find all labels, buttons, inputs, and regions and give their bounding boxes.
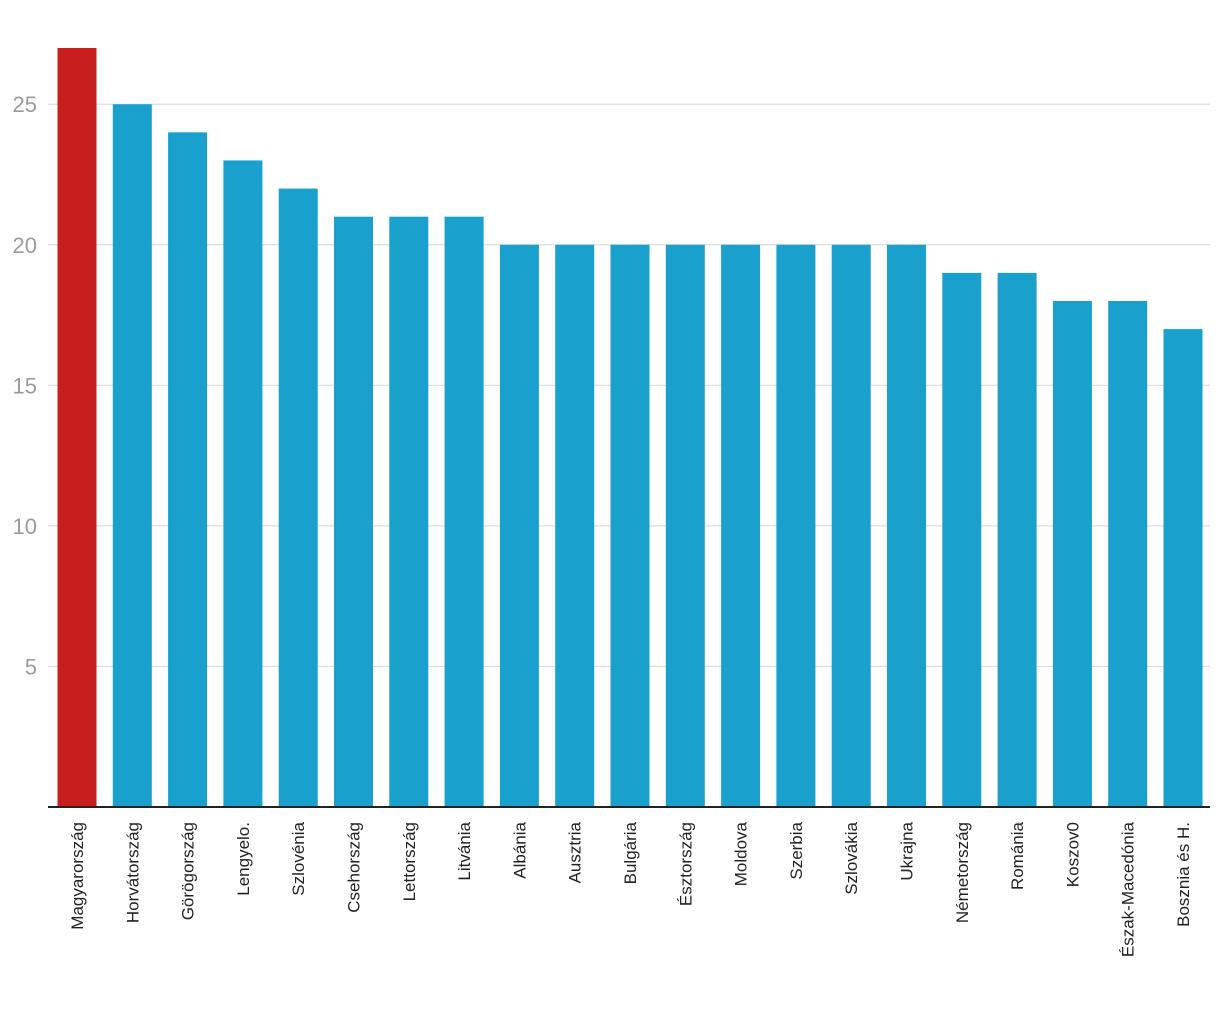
x-tick-label: Észak-Macedónia bbox=[1119, 821, 1138, 957]
x-tick-label: Németország bbox=[953, 822, 972, 923]
bar-4 bbox=[223, 160, 263, 807]
x-tick-label: Bosznia és H. bbox=[1174, 822, 1193, 927]
x-tick-label: Horvátország bbox=[123, 822, 142, 923]
x-tick-label: Észtország bbox=[676, 822, 695, 906]
bar-20 bbox=[1108, 301, 1148, 807]
bar-11 bbox=[610, 244, 650, 807]
y-tick-label: 15 bbox=[13, 373, 37, 398]
y-tick-label: 20 bbox=[13, 233, 37, 258]
bar-18 bbox=[997, 272, 1037, 807]
y-tick-label: 10 bbox=[13, 514, 37, 539]
x-axis-tick-labels: Magyarország Horvátország Görögország Lengy… bbox=[68, 821, 1193, 957]
bar-13 bbox=[721, 244, 761, 807]
bar-14 bbox=[776, 244, 816, 807]
bar-19 bbox=[1052, 301, 1092, 807]
x-tick-label: Szlovénia bbox=[289, 821, 308, 895]
bar-12 bbox=[665, 244, 705, 807]
bar-7 bbox=[389, 216, 429, 808]
x-tick-label: Lengyelo. bbox=[234, 822, 253, 896]
bar-17 bbox=[942, 272, 982, 807]
bar-10 bbox=[555, 244, 595, 807]
x-tick-label: Koszov0 bbox=[1063, 822, 1082, 887]
x-tick-label: Románia bbox=[1008, 821, 1027, 890]
bar-2 bbox=[112, 104, 152, 808]
x-tick-label: Albánia bbox=[510, 821, 529, 878]
y-axis-tick-labels: 5 10 15 20 25 bbox=[13, 92, 37, 679]
bar-21 bbox=[1163, 329, 1203, 807]
y-tick-label: 25 bbox=[13, 92, 37, 117]
x-tick-label: Lettország bbox=[400, 822, 419, 901]
y-tick-label: 5 bbox=[25, 654, 37, 679]
bar-6 bbox=[334, 216, 373, 808]
x-tick-label: Bulgária bbox=[621, 821, 640, 884]
bars bbox=[57, 48, 1203, 808]
bar-15 bbox=[831, 244, 871, 807]
x-tick-label: Szlovákia bbox=[842, 821, 861, 894]
bar-5 bbox=[278, 188, 318, 807]
bar-3 bbox=[168, 132, 208, 807]
x-tick-label: Magyarország bbox=[68, 822, 87, 930]
x-tick-label: Görögország bbox=[179, 822, 198, 920]
x-tick-label: Litvánia bbox=[455, 821, 474, 880]
bar-9 bbox=[499, 244, 539, 807]
x-tick-label: Szerbia bbox=[787, 821, 806, 879]
x-tick-label: Ausztria bbox=[566, 821, 585, 883]
x-tick-label: Csehország bbox=[345, 822, 364, 913]
bar-8 bbox=[444, 216, 484, 808]
bar-16 bbox=[887, 244, 926, 807]
bar-1 bbox=[57, 48, 97, 807]
x-tick-label: Moldova bbox=[732, 821, 751, 886]
x-tick-label: Ukrajna bbox=[898, 821, 917, 880]
